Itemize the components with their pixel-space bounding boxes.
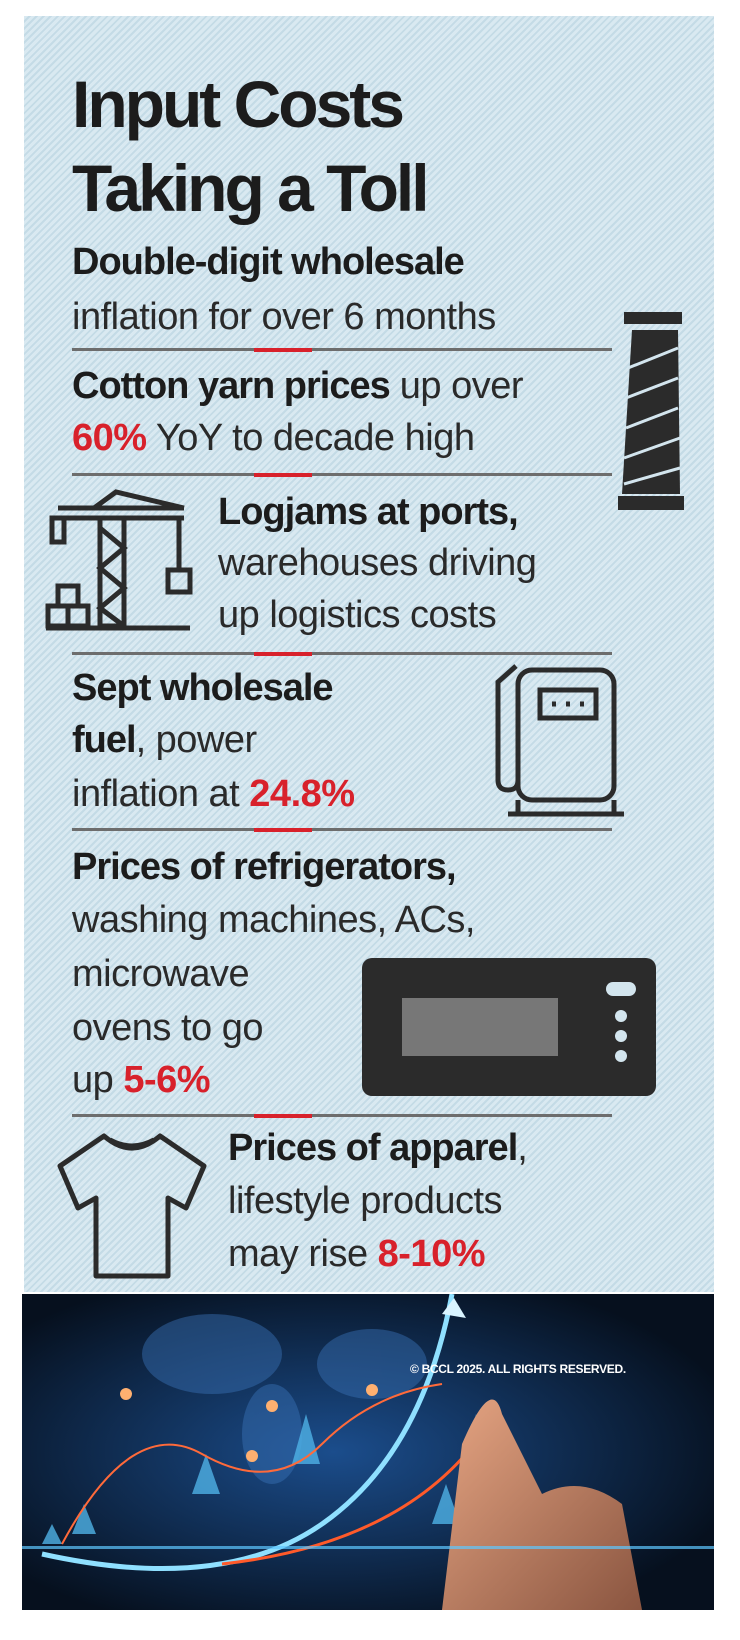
- item-5-line-1: Prices of refrigerators,: [72, 845, 457, 889]
- bold-text: Prices of apparel: [228, 1127, 518, 1169]
- item-4-line-2: fuel, power: [72, 718, 257, 762]
- thread-spool-icon: [618, 312, 684, 510]
- bold-text: fuel: [72, 719, 137, 761]
- item-6-line-3: may rise 8-10%: [228, 1232, 485, 1276]
- divider-accent: [254, 347, 312, 352]
- item-2-line-1: Cotton yarn prices up over: [72, 364, 524, 408]
- divider: [72, 347, 612, 352]
- divider-accent: [254, 472, 312, 477]
- item-6-line-2: lifestyle products: [228, 1179, 503, 1223]
- item-4-line-3: inflation at 24.8%: [72, 772, 355, 816]
- bold-text: Double-digit wholesale: [72, 241, 465, 283]
- text: , power: [135, 719, 258, 761]
- divider: [72, 1113, 612, 1118]
- text: inflation at: [72, 773, 250, 815]
- text: inflation for over 6 months: [72, 296, 496, 338]
- text: up: [72, 1059, 124, 1101]
- highlight-value: 5-6%: [123, 1059, 211, 1101]
- item-3-line-3: up logistics costs: [218, 593, 497, 637]
- fuel-pump-icon: [495, 664, 624, 817]
- item-3-line-2: warehouses driving: [218, 541, 537, 585]
- headline-line-1: Input Costs: [72, 67, 405, 141]
- divider-accent: [254, 651, 312, 656]
- item-1-line-2: inflation for over 6 months: [72, 295, 496, 339]
- text: up logistics costs: [218, 594, 497, 636]
- headline: Input Costs Taking a Toll: [72, 62, 430, 230]
- text: YoY to decade high: [146, 417, 475, 459]
- bold-text: Cotton yarn prices: [72, 365, 391, 407]
- highlight-value: 60%: [72, 417, 147, 459]
- divider-accent: [254, 827, 312, 832]
- text: microwave: [72, 953, 250, 995]
- item-6-line-1: Prices of apparel,: [228, 1126, 528, 1170]
- item-4-line-1: Sept wholesale: [72, 666, 334, 710]
- text: warehouses driving: [218, 542, 537, 584]
- divider: [72, 827, 612, 832]
- t-shirt-icon: [57, 1133, 207, 1279]
- item-5-line-3: microwave: [72, 952, 250, 996]
- divider: [72, 651, 612, 656]
- item-5-line-2: washing machines, ACs,: [72, 898, 475, 942]
- highlight-value: 8-10%: [377, 1233, 486, 1275]
- rising-chart-photo: [22, 1294, 714, 1610]
- highlight-value: 24.8%: [249, 773, 355, 815]
- bold-text: Sept wholesale: [72, 667, 334, 709]
- bold-text: Prices of refrigerators,: [72, 846, 457, 888]
- text: ,: [517, 1127, 528, 1169]
- item-1-line-1: Double-digit wholesale: [72, 240, 465, 284]
- text: up over: [389, 365, 524, 407]
- rising-chart-illustration: [22, 1294, 714, 1610]
- item-5-line-4: ovens to go: [72, 1006, 263, 1050]
- bold-text: Logjams at ports,: [218, 491, 519, 533]
- headline-line-2: Taking a Toll: [72, 151, 430, 225]
- item-3-line-1: Logjams at ports,: [218, 490, 519, 534]
- item-5-line-5: up 5-6%: [72, 1058, 211, 1102]
- text: lifestyle products: [228, 1180, 503, 1222]
- copyright-notice: © BCCL 2025. ALL RIGHTS RESERVED.: [410, 1362, 626, 1376]
- crane-icon: [45, 489, 193, 631]
- text: ovens to go: [72, 1007, 263, 1049]
- text: may rise: [228, 1233, 378, 1275]
- item-2-line-2: 60% YoY to decade high: [72, 416, 475, 460]
- divider-accent: [254, 1113, 312, 1118]
- divider: [72, 472, 612, 477]
- text: washing machines, ACs,: [72, 899, 475, 941]
- microwave-icon: [362, 958, 656, 1096]
